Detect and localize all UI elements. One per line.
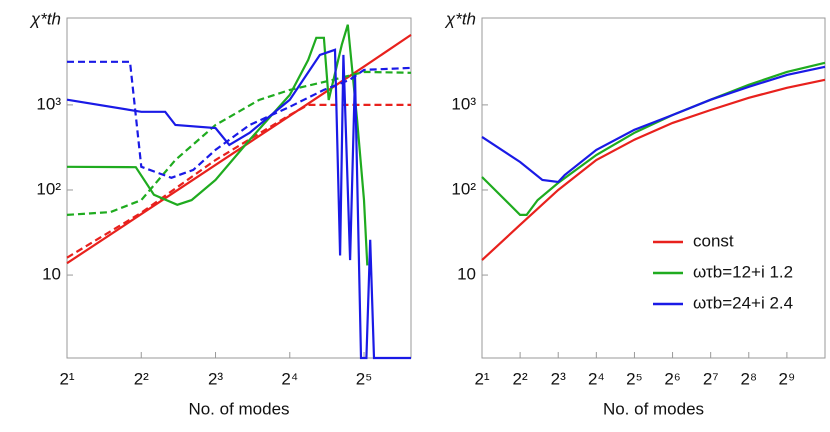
series-line <box>481 65 826 184</box>
x-tick-label: 2⁹ <box>779 369 796 388</box>
y-tick-label: 10 <box>42 265 61 284</box>
x-tick-label: 2³ <box>208 369 223 388</box>
y-axis-label: χ*th <box>29 9 61 28</box>
legend-label: const <box>693 231 734 250</box>
x-tick-label: 2⁵ <box>626 369 643 388</box>
x-tick-label: 2¹ <box>474 369 489 388</box>
y-tick-label: 10³ <box>451 94 476 113</box>
y-tick-label: 10² <box>451 179 476 198</box>
series-line <box>66 103 411 259</box>
series-line <box>66 24 369 266</box>
plot-frame <box>66 17 412 359</box>
legend-label: ωτb=12+i 1.2 <box>693 262 793 281</box>
series-line <box>66 70 412 216</box>
series-line <box>481 61 826 216</box>
y-tick-label: 10³ <box>36 94 61 113</box>
series-line <box>66 33 412 265</box>
y-tick-label: 10² <box>36 179 61 198</box>
x-tick-label: 2³ <box>551 369 566 388</box>
y-axis-label: χ*th <box>444 9 476 28</box>
x-axis-label: No. of modes <box>603 399 704 418</box>
series-line <box>66 48 411 360</box>
x-tick-label: 2¹ <box>59 369 74 388</box>
x-tick-label: 2⁶ <box>664 369 680 388</box>
x-tick-label: 2² <box>134 369 149 388</box>
x-tick-label: 2² <box>513 369 528 388</box>
series-line <box>481 78 826 261</box>
x-tick-label: 2⁴ <box>281 369 298 388</box>
x-tick-label: 2⁷ <box>703 369 719 388</box>
x-axis-label: No. of modes <box>188 399 289 418</box>
series-line <box>67 60 412 179</box>
x-tick-label: 2⁴ <box>588 369 605 388</box>
x-tick-label: 2⁸ <box>740 369 757 388</box>
plot-frame <box>481 17 826 359</box>
y-tick-label: 10 <box>457 265 476 284</box>
x-tick-label: 2⁵ <box>356 369 373 388</box>
legend-label: ωτb=24+i 2.4 <box>693 293 793 312</box>
